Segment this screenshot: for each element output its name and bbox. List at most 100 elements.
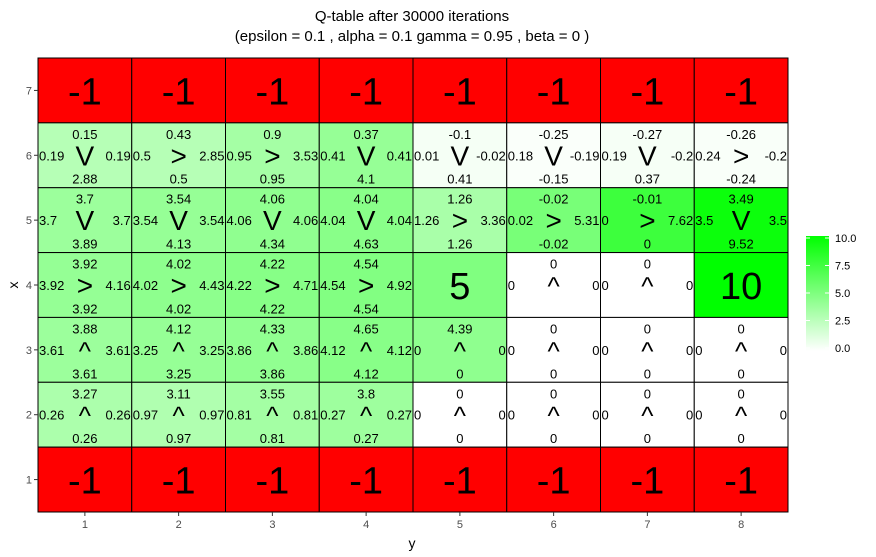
heatmap-cell bbox=[131, 446, 226, 513]
cell-q-up: 3.54 bbox=[166, 192, 191, 207]
cell-policy-arrow: > bbox=[77, 270, 93, 301]
cell-q-up: 0 bbox=[644, 321, 651, 336]
cell-q-up: 4.12 bbox=[166, 321, 191, 336]
cell-labels: -1 -1 -1 -1 -1 -1 -1 -1 0.15 2.88 0.19 0.19 V 0.43 0.5… bbox=[39, 71, 787, 502]
cell-q-up: -0.02 bbox=[539, 192, 569, 207]
cell-q-down: 9.52 bbox=[728, 237, 753, 252]
heatmap-cell bbox=[600, 381, 695, 448]
cell-value-label: -1 bbox=[255, 461, 289, 503]
cell-value-label: -1 bbox=[162, 461, 196, 503]
legend-tick-label: 7.5 bbox=[835, 261, 850, 273]
cell-value-label: -1 bbox=[724, 71, 758, 113]
heatmap-cell bbox=[412, 122, 508, 189]
cell-q-down: 0 bbox=[738, 431, 745, 446]
heatmap-cells bbox=[37, 57, 789, 513]
legend-tick-label: 10.0 bbox=[835, 233, 856, 245]
cell-q-right: 0 bbox=[686, 343, 693, 358]
y-axis-title: x bbox=[5, 282, 21, 289]
cell-q-right: 4.06 bbox=[293, 213, 318, 228]
cell-q-left: 0 bbox=[602, 408, 609, 423]
cell-q-right: 3.5 bbox=[769, 213, 787, 228]
cell-q-left: 4.54 bbox=[320, 278, 345, 293]
cell-q-up: 3.88 bbox=[72, 321, 97, 336]
cell-policy-arrow: ^ bbox=[548, 401, 561, 431]
cell-q-down: -0.15 bbox=[539, 172, 569, 187]
y-tick-label: 4 bbox=[26, 280, 32, 292]
heatmap-cell bbox=[412, 57, 508, 124]
cell-q-up: 3.8 bbox=[357, 386, 375, 401]
cell-policy-arrow: > bbox=[545, 205, 561, 236]
heatmap-cell bbox=[600, 446, 695, 513]
cell-q-up: -0.1 bbox=[449, 127, 471, 142]
cell-q-up: 0.43 bbox=[166, 127, 191, 142]
x-axis-title: y bbox=[409, 535, 416, 551]
cell-q-right: 0 bbox=[499, 408, 506, 423]
cell-q-up: 0 bbox=[644, 386, 651, 401]
cell-q-right: 0.27 bbox=[387, 408, 412, 423]
cell-q-right: 0.41 bbox=[387, 148, 412, 163]
heatmap-cell bbox=[412, 381, 508, 448]
cell-q-up: 4.04 bbox=[353, 192, 378, 207]
cell-q-right: 3.36 bbox=[480, 213, 505, 228]
cell-q-up: 4.39 bbox=[447, 321, 472, 336]
cell-policy-arrow: ^ bbox=[266, 336, 279, 366]
cell-q-down: 0.5 bbox=[170, 172, 188, 187]
cell-q-left: 3.54 bbox=[133, 213, 158, 228]
cell-q-left: 4.12 bbox=[320, 343, 345, 358]
heatmap-cell bbox=[693, 252, 789, 318]
cell-q-left: 0.81 bbox=[227, 408, 252, 423]
cell-policy-arrow: ^ bbox=[360, 401, 373, 431]
cell-value-label: -1 bbox=[349, 71, 383, 113]
cell-value-label: -1 bbox=[255, 71, 289, 113]
cell-policy-arrow: V bbox=[263, 205, 282, 236]
x-tick-label: 5 bbox=[457, 519, 463, 531]
cell-q-down: 0 bbox=[644, 366, 651, 381]
cell-policy-arrow: ^ bbox=[641, 336, 654, 366]
x-tick-label: 7 bbox=[644, 519, 650, 531]
x-tick-label: 2 bbox=[176, 519, 182, 531]
cell-q-left: 0.95 bbox=[227, 148, 252, 163]
cell-q-up: -0.25 bbox=[539, 127, 569, 142]
cell-value-label: 5 bbox=[449, 266, 470, 308]
cell-q-up: 0.9 bbox=[263, 127, 281, 142]
heatmap-cell bbox=[412, 446, 508, 513]
cell-policy-arrow: V bbox=[544, 140, 563, 171]
cell-policy-arrow: > bbox=[452, 205, 468, 236]
cell-q-left: 3.86 bbox=[227, 343, 252, 358]
cell-q-left: 0 bbox=[508, 343, 515, 358]
x-tick-label: 1 bbox=[82, 519, 88, 531]
heatmap-cell bbox=[600, 57, 695, 124]
cell-q-down: 0.95 bbox=[260, 172, 285, 187]
cell-policy-arrow: ^ bbox=[454, 401, 467, 431]
heatmap-cell bbox=[693, 57, 789, 124]
cell-q-up: 3.55 bbox=[260, 386, 285, 401]
cell-policy-arrow: V bbox=[357, 205, 376, 236]
cell-value-label: -1 bbox=[68, 461, 102, 503]
cell-q-right: -0.19 bbox=[570, 148, 600, 163]
cell-q-left: 0.19 bbox=[39, 148, 64, 163]
heatmap-cell bbox=[131, 57, 226, 124]
heatmap-cell bbox=[318, 187, 414, 254]
cell-policy-arrow: ^ bbox=[454, 336, 467, 366]
cell-q-right: 3.25 bbox=[199, 343, 224, 358]
heatmap-cell bbox=[318, 446, 414, 513]
cell-q-up: -0.01 bbox=[633, 192, 663, 207]
cell-q-right: 3.54 bbox=[199, 213, 224, 228]
cell-q-left: 0.19 bbox=[602, 148, 627, 163]
heatmap-cell bbox=[506, 252, 601, 318]
cell-q-up: 4.33 bbox=[260, 321, 285, 336]
cell-q-right: 4.12 bbox=[387, 343, 412, 358]
x-tick-label: 6 bbox=[551, 519, 557, 531]
cell-q-left: 0.02 bbox=[508, 213, 533, 228]
y-tick-label: 5 bbox=[26, 215, 32, 227]
cell-policy-arrow: ^ bbox=[641, 401, 654, 431]
cell-q-left: 0.41 bbox=[320, 148, 345, 163]
cell-q-up: 4.65 bbox=[353, 321, 378, 336]
cell-policy-arrow: > bbox=[264, 270, 280, 301]
cell-q-down: 3.61 bbox=[72, 366, 97, 381]
heatmap-cell bbox=[693, 187, 789, 254]
cell-q-right: -0.2 bbox=[765, 148, 787, 163]
cell-q-up: 3.49 bbox=[728, 192, 753, 207]
cell-policy-arrow: ^ bbox=[735, 336, 748, 366]
